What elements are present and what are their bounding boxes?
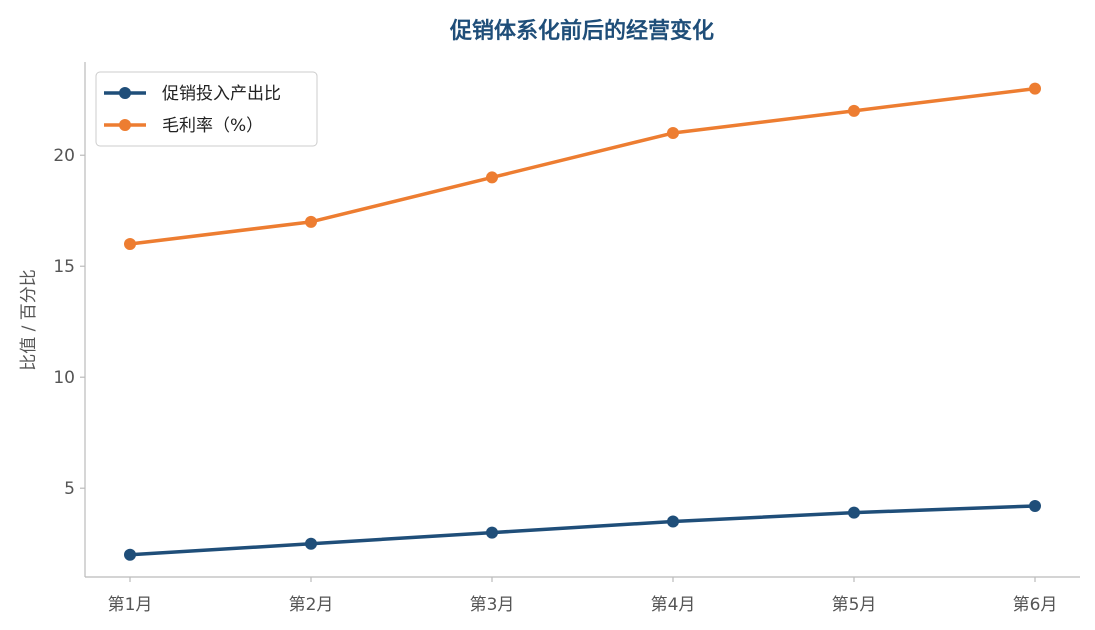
x-ticks: 第1月 第2月 第3月 第4月 第5月 第6月 [108, 577, 1058, 615]
legend-marker [119, 87, 131, 99]
data-point [1029, 82, 1041, 95]
y-tick-label: 15 [53, 257, 75, 277]
x-tick-label: 第3月 [470, 595, 515, 615]
legend-box [95, 71, 318, 147]
legend-item: 毛利率（%） [104, 116, 263, 136]
data-point [848, 104, 860, 117]
series-1 [124, 499, 1041, 561]
legend-marker [119, 119, 131, 131]
series-2 [124, 82, 1041, 251]
x-tick-label: 第6月 [1013, 595, 1058, 615]
y-axis-label: 比值 / 百分比 [19, 269, 39, 371]
series-line [128, 86, 1037, 246]
legend-label: 毛利率（%） [162, 116, 263, 136]
legend-item: 促销投入产出比 [104, 84, 281, 104]
data-point [305, 215, 317, 228]
data-point [486, 526, 498, 539]
x-tick-label: 第1月 [108, 595, 153, 615]
data-point [667, 515, 679, 528]
y-ticks: 5 10 15 20 [53, 146, 85, 499]
series-line [128, 504, 1037, 557]
x-tick-label: 第4月 [651, 595, 696, 615]
y-tick-label: 10 [53, 368, 75, 388]
data-point [848, 506, 860, 519]
series-layer [124, 82, 1041, 561]
legend-label: 促销投入产出比 [162, 84, 281, 104]
data-point [1029, 499, 1041, 512]
chart-title: 促销体系化前后的经营变化 [449, 18, 714, 44]
x-tick-label: 第5月 [832, 595, 877, 615]
x-tick-label: 第2月 [289, 595, 334, 615]
data-point [124, 548, 136, 561]
data-point [667, 127, 679, 140]
data-point [124, 238, 136, 251]
y-tick-label: 20 [53, 146, 75, 166]
data-point [486, 171, 498, 184]
y-tick-label: 5 [64, 479, 75, 499]
data-point [305, 537, 317, 550]
